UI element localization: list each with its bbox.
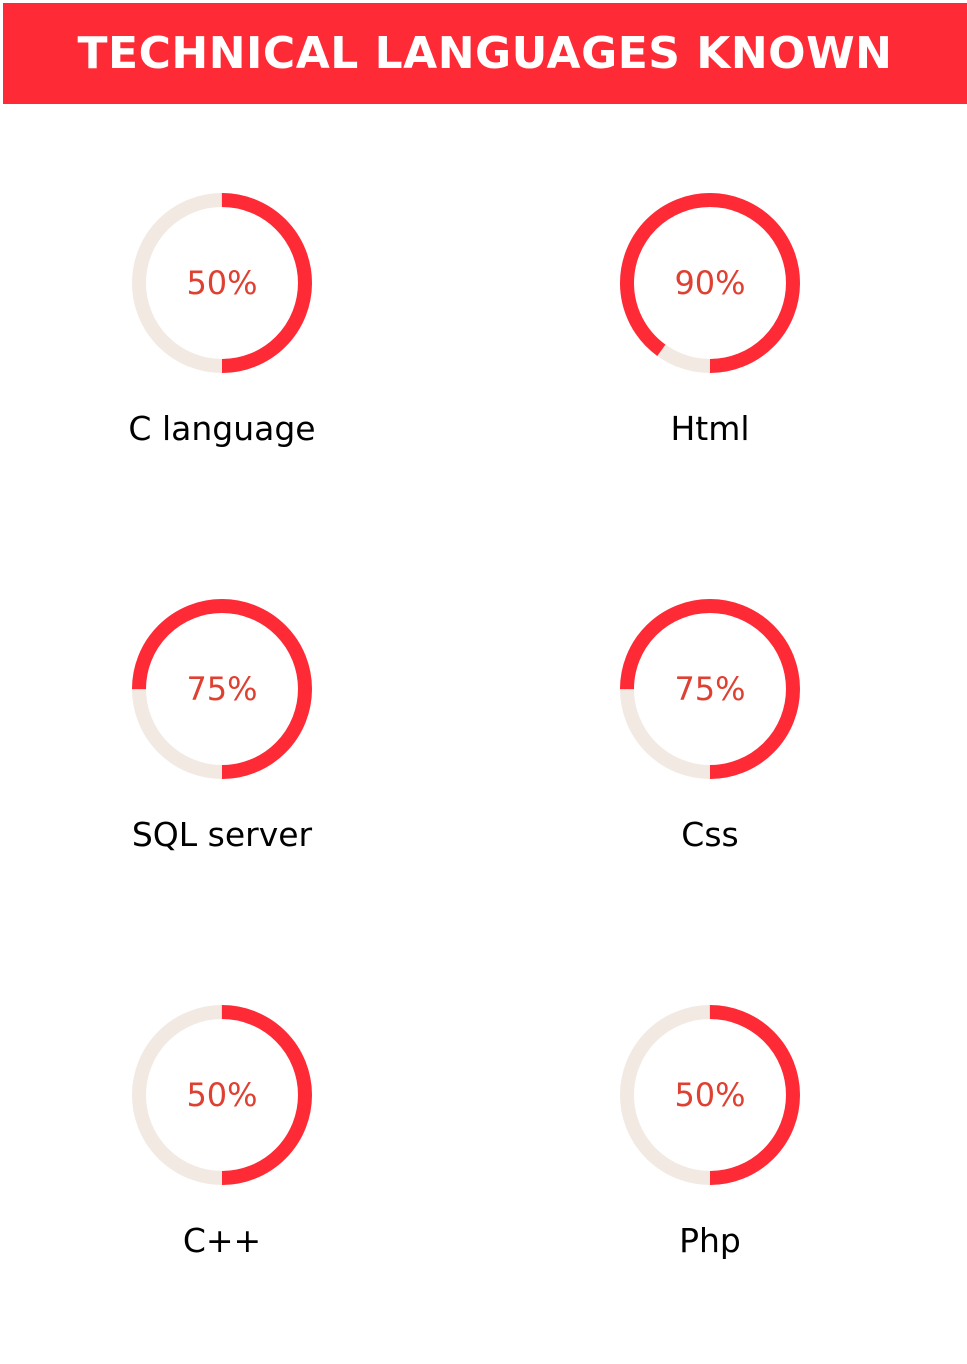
progress-fill xyxy=(132,599,312,779)
skill-label: Html xyxy=(670,409,750,448)
progress-percent: 75% xyxy=(186,670,258,708)
skill-cpp: 50% C++ xyxy=(102,1005,342,1305)
progress-fill xyxy=(132,193,312,373)
progress-ring: 75% xyxy=(620,599,800,779)
progress-percent: 50% xyxy=(186,1076,258,1114)
progress-ring: 50% xyxy=(132,1005,312,1185)
skill-label: C++ xyxy=(182,1221,262,1260)
section-title: TECHNICAL LANGUAGES KNOWN xyxy=(77,28,893,79)
progress-ring: 50% xyxy=(620,1005,800,1185)
progress-percent: 50% xyxy=(186,264,258,302)
skill-php: 50% Php xyxy=(590,1005,830,1305)
progress-ring: 90% xyxy=(620,193,800,373)
progress-percent: 50% xyxy=(674,1076,746,1114)
skill-c-language: 50% C language xyxy=(102,193,342,493)
skill-css: 75% Css xyxy=(590,599,830,899)
skill-label: Php xyxy=(679,1221,741,1260)
progress-ring: 75% xyxy=(132,599,312,779)
skill-label: Css xyxy=(681,815,739,854)
skill-label: SQL server xyxy=(131,815,313,854)
skill-html: 90% Html xyxy=(590,193,830,493)
progress-percent: 90% xyxy=(674,264,746,302)
progress-percent: 75% xyxy=(674,670,746,708)
skill-label: C language xyxy=(128,409,316,448)
section-header: TECHNICAL LANGUAGES KNOWN xyxy=(3,3,967,104)
progress-fill xyxy=(620,193,800,373)
progress-fill xyxy=(620,599,800,779)
progress-ring: 50% xyxy=(132,193,312,373)
skill-sql-server: 75% SQL server xyxy=(102,599,342,899)
progress-fill xyxy=(132,1005,312,1185)
progress-fill xyxy=(620,1005,800,1185)
